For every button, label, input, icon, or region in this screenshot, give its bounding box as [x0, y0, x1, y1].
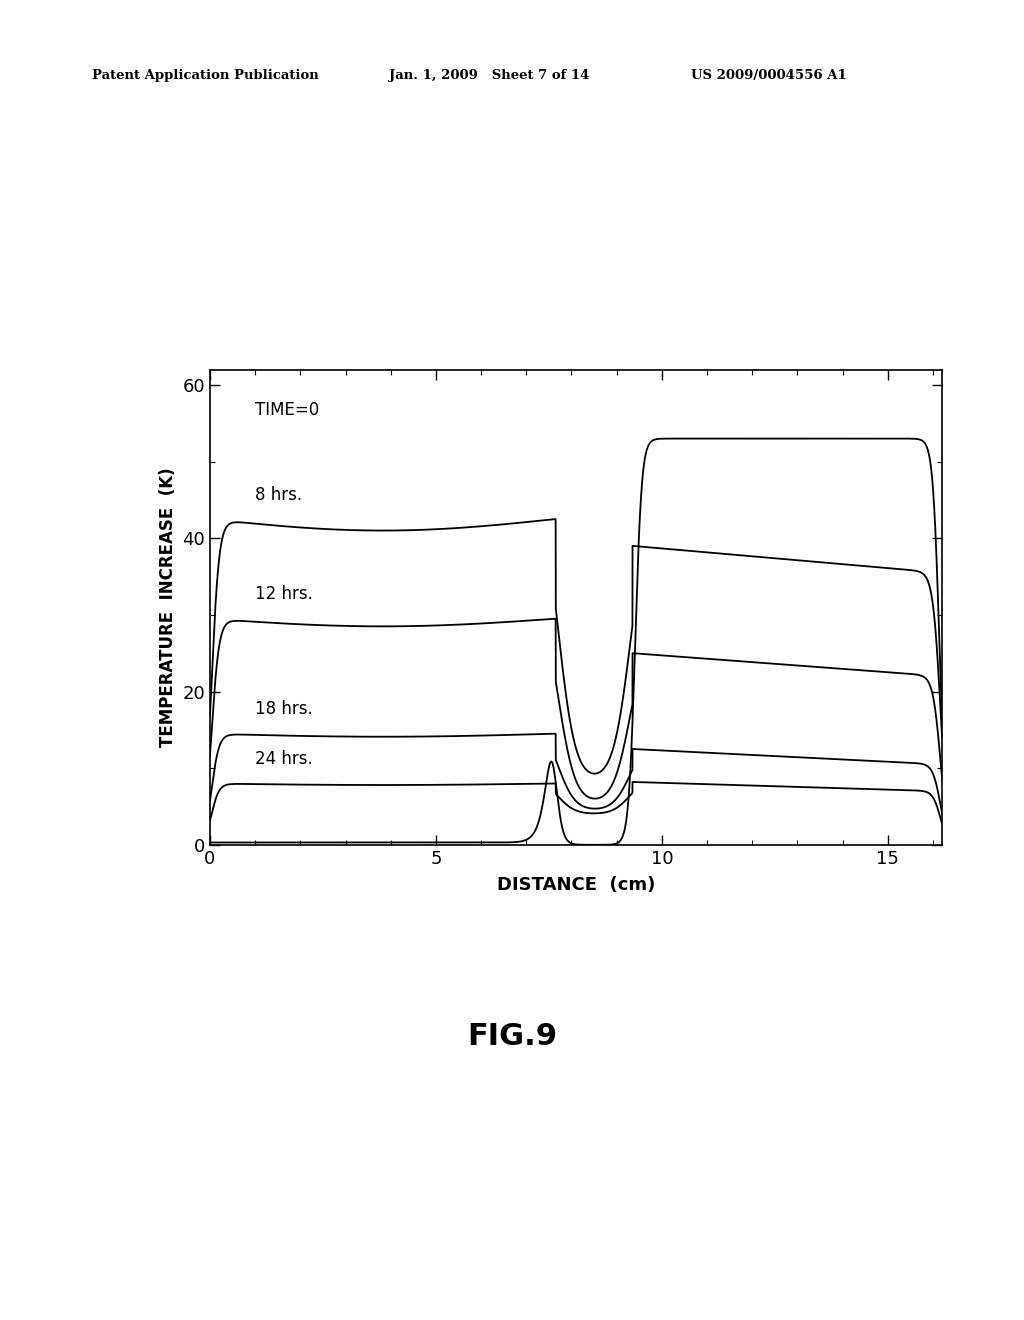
Text: 18 hrs.: 18 hrs. [255, 701, 313, 718]
Text: TIME=0: TIME=0 [255, 401, 319, 420]
Text: Jan. 1, 2009   Sheet 7 of 14: Jan. 1, 2009 Sheet 7 of 14 [389, 69, 590, 82]
Text: 8 hrs.: 8 hrs. [255, 486, 302, 504]
Y-axis label: TEMPERATURE  INCREASE  (K): TEMPERATURE INCREASE (K) [159, 467, 177, 747]
Text: US 2009/0004556 A1: US 2009/0004556 A1 [691, 69, 847, 82]
X-axis label: DISTANCE  (cm): DISTANCE (cm) [497, 876, 655, 894]
Text: 24 hrs.: 24 hrs. [255, 750, 313, 768]
Text: 12 hrs.: 12 hrs. [255, 585, 313, 603]
Text: Patent Application Publication: Patent Application Publication [92, 69, 318, 82]
Text: FIG.9: FIG.9 [467, 1022, 557, 1051]
